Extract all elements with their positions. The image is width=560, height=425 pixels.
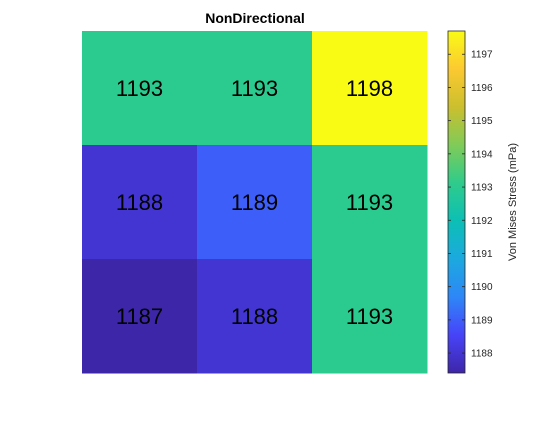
- heatmap-cell: [197, 31, 313, 146]
- heatmap-cell-label: 1193: [346, 304, 393, 329]
- heatmap-cell: [82, 145, 198, 260]
- heatmap-cell-labels: 1193 1193 1198 1188 1189 1193 1187 1188 1193: [116, 76, 393, 329]
- colorbar-tick-label: 1191: [471, 249, 493, 260]
- colorbar-tick-label: 1195: [471, 116, 493, 127]
- heatmap-cell-label: 1188: [231, 304, 278, 329]
- colorbar-label: Von Mises Stress (mPa): [507, 143, 519, 261]
- heatmap-cell-label: 1193: [116, 76, 163, 101]
- heatmap-cell-label: 1187: [116, 304, 163, 329]
- colorbar: [447, 30, 466, 374]
- heatmap-cell-label: 1198: [346, 76, 393, 101]
- heatmap-cells: [82, 31, 428, 374]
- colorbar-tick-label: 1190: [471, 282, 493, 293]
- heatmap-cell: [82, 31, 198, 146]
- colorbar-tick-label: 1193: [471, 183, 493, 194]
- heatmap-cell-label: 1189: [231, 190, 278, 215]
- heatmap-cell-label: 1188: [116, 190, 163, 215]
- heatmap-cell-label: 1193: [346, 190, 393, 215]
- colorbar-tick-label: 1189: [471, 315, 493, 326]
- colorbar-tick-label: 1196: [471, 83, 493, 94]
- heatmap-cell-label: 1193: [231, 76, 278, 101]
- heatmap-cell: [312, 145, 428, 260]
- heatmap-cell: [82, 259, 198, 374]
- heatmap-cell: [312, 259, 428, 374]
- colorbar-tick-label: 1194: [471, 149, 493, 160]
- colorbar-tick-label: 1192: [471, 216, 493, 227]
- heatmap-cell: [197, 259, 313, 374]
- heatmap-cell: [312, 31, 428, 146]
- colorbar-tick-label: 1188: [471, 349, 493, 360]
- heatmap-cell: [197, 145, 313, 260]
- chart-title: NonDirectional: [205, 10, 305, 26]
- colorbar-ticks: 1188 1189 1190 1191 1192 1193 1194 1195 1196 1197: [448, 50, 493, 360]
- colorbar-tick-label: 1197: [471, 50, 493, 61]
